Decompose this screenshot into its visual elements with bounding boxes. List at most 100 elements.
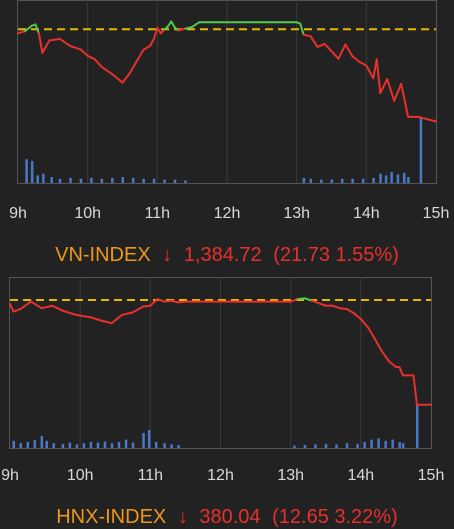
price-segment-down: [365, 64, 375, 80]
volume-bar: [170, 444, 173, 448]
price-segment-down: [331, 304, 341, 310]
price-segment-down: [373, 337, 383, 353]
price-segment-down: [128, 60, 138, 75]
vnindex-chart: 9h 10h 11h 12h 13h 14h 15h VN-INDEX ↓ 1,384.72…: [9, 0, 449, 266]
price-segment-down: [41, 39, 51, 54]
price-segment-up: [296, 297, 306, 301]
hnxindex-volume-bars: [12, 404, 419, 448]
price-segment-down: [337, 43, 347, 60]
volume-bar: [33, 440, 37, 448]
x-tick-label: 13h: [283, 205, 310, 222]
volume-bar: [25, 159, 28, 183]
price-segment-down: [400, 82, 410, 118]
x-tick-label: 14h: [353, 205, 380, 222]
volume-bar: [96, 442, 100, 448]
hnxindex-chart: 9h 10h 11h 12h 13h 14h 15h HNX-INDEX ↓ 380.04 …: [1, 277, 444, 528]
volume-bar: [89, 442, 93, 448]
hnxindex-value: 380.04: [199, 506, 260, 528]
volume-bar: [163, 443, 166, 448]
volume-bar: [61, 443, 65, 448]
volume-bar: [303, 445, 307, 448]
price-segment-down: [344, 43, 354, 58]
volume-bar: [391, 439, 394, 448]
volume-bar: [184, 180, 187, 183]
volume-bar: [335, 444, 338, 448]
price-segment-down: [19, 300, 33, 311]
volume-bar: [402, 172, 406, 183]
price-segment-down: [131, 305, 145, 314]
price-segment-down: [12, 308, 22, 313]
vnindex-price-line: [17, 20, 437, 123]
volume-bar: [314, 444, 317, 448]
volume-bar: [415, 404, 419, 448]
volume-bar: [142, 178, 145, 183]
volume-bar: [361, 178, 365, 183]
volume-bar: [372, 177, 375, 183]
price-segment-down: [317, 302, 327, 307]
volume-bar: [19, 443, 23, 448]
x-tick-label: 10h: [67, 467, 94, 484]
price-segment-down: [412, 374, 418, 406]
vnindex-name: VN-INDEX: [55, 244, 151, 266]
volume-bar: [69, 177, 72, 183]
volume-bar: [302, 177, 306, 183]
x-tick-label: 10h: [74, 205, 101, 222]
volume-bar: [100, 178, 104, 183]
volume-bar: [131, 442, 135, 448]
volume-bar: [124, 439, 128, 448]
volume-bar: [103, 441, 107, 448]
price-segment-up: [170, 20, 176, 29]
volume-bar: [42, 173, 45, 183]
price-segment-down: [72, 313, 82, 317]
volume-bar: [419, 116, 423, 183]
price-segment-down: [375, 58, 382, 95]
price-segment-down: [110, 313, 124, 325]
volume-bar: [345, 443, 349, 448]
price-segment-down: [345, 308, 355, 315]
volume-bar: [131, 177, 135, 183]
volume-bar: [68, 442, 72, 448]
volume-bar: [75, 444, 79, 448]
price-segment-down: [417, 115, 437, 123]
volume-bar: [401, 443, 405, 448]
price-segment-down: [386, 78, 396, 102]
volume-bar: [26, 442, 30, 448]
price-segment-down: [149, 298, 159, 307]
price-segment-down: [30, 300, 43, 310]
volume-bar: [111, 177, 114, 183]
hnxindex-name: HNX-INDEX: [56, 506, 166, 528]
price-segment-down: [359, 317, 369, 329]
vnindex-grid: [87, 0, 367, 183]
price-segment-down: [69, 45, 82, 51]
volume-bar: [12, 440, 16, 448]
price-segment-down: [121, 72, 131, 84]
price-segment-down: [379, 78, 389, 95]
x-tick-label: 11h: [145, 205, 171, 222]
x-tick-label: 13h: [277, 467, 304, 484]
down-arrow-icon: ↓: [178, 506, 188, 528]
price-segment-down: [163, 299, 173, 303]
price-segment-down: [398, 366, 404, 377]
price-segment-down: [330, 50, 340, 60]
volume-bar: [340, 178, 344, 183]
volume-bar: [379, 173, 382, 183]
price-segment-down: [316, 42, 326, 48]
volume-bar: [163, 179, 166, 183]
volume-bar: [121, 177, 124, 183]
price-segment-down: [352, 312, 362, 320]
volume-bar: [36, 175, 40, 183]
price-segment-down: [37, 32, 44, 54]
down-arrow-icon: ↓: [162, 244, 172, 266]
price-segment-down: [309, 35, 319, 48]
vnindex-volume-bars: [25, 116, 423, 183]
price-segment-down: [40, 304, 54, 310]
vnindex-value: 1,384.72: [184, 244, 262, 266]
volume-bar: [356, 443, 359, 448]
price-segment-up: [299, 22, 305, 36]
vnindex-x-axis: 9h 10h 11h 12h 13h 14h 15h: [9, 205, 449, 222]
volume-bar: [330, 179, 333, 183]
price-segment-down: [177, 27, 187, 32]
volume-bar: [407, 177, 410, 183]
volume-bar: [40, 436, 44, 448]
price-segment-down: [111, 73, 124, 84]
